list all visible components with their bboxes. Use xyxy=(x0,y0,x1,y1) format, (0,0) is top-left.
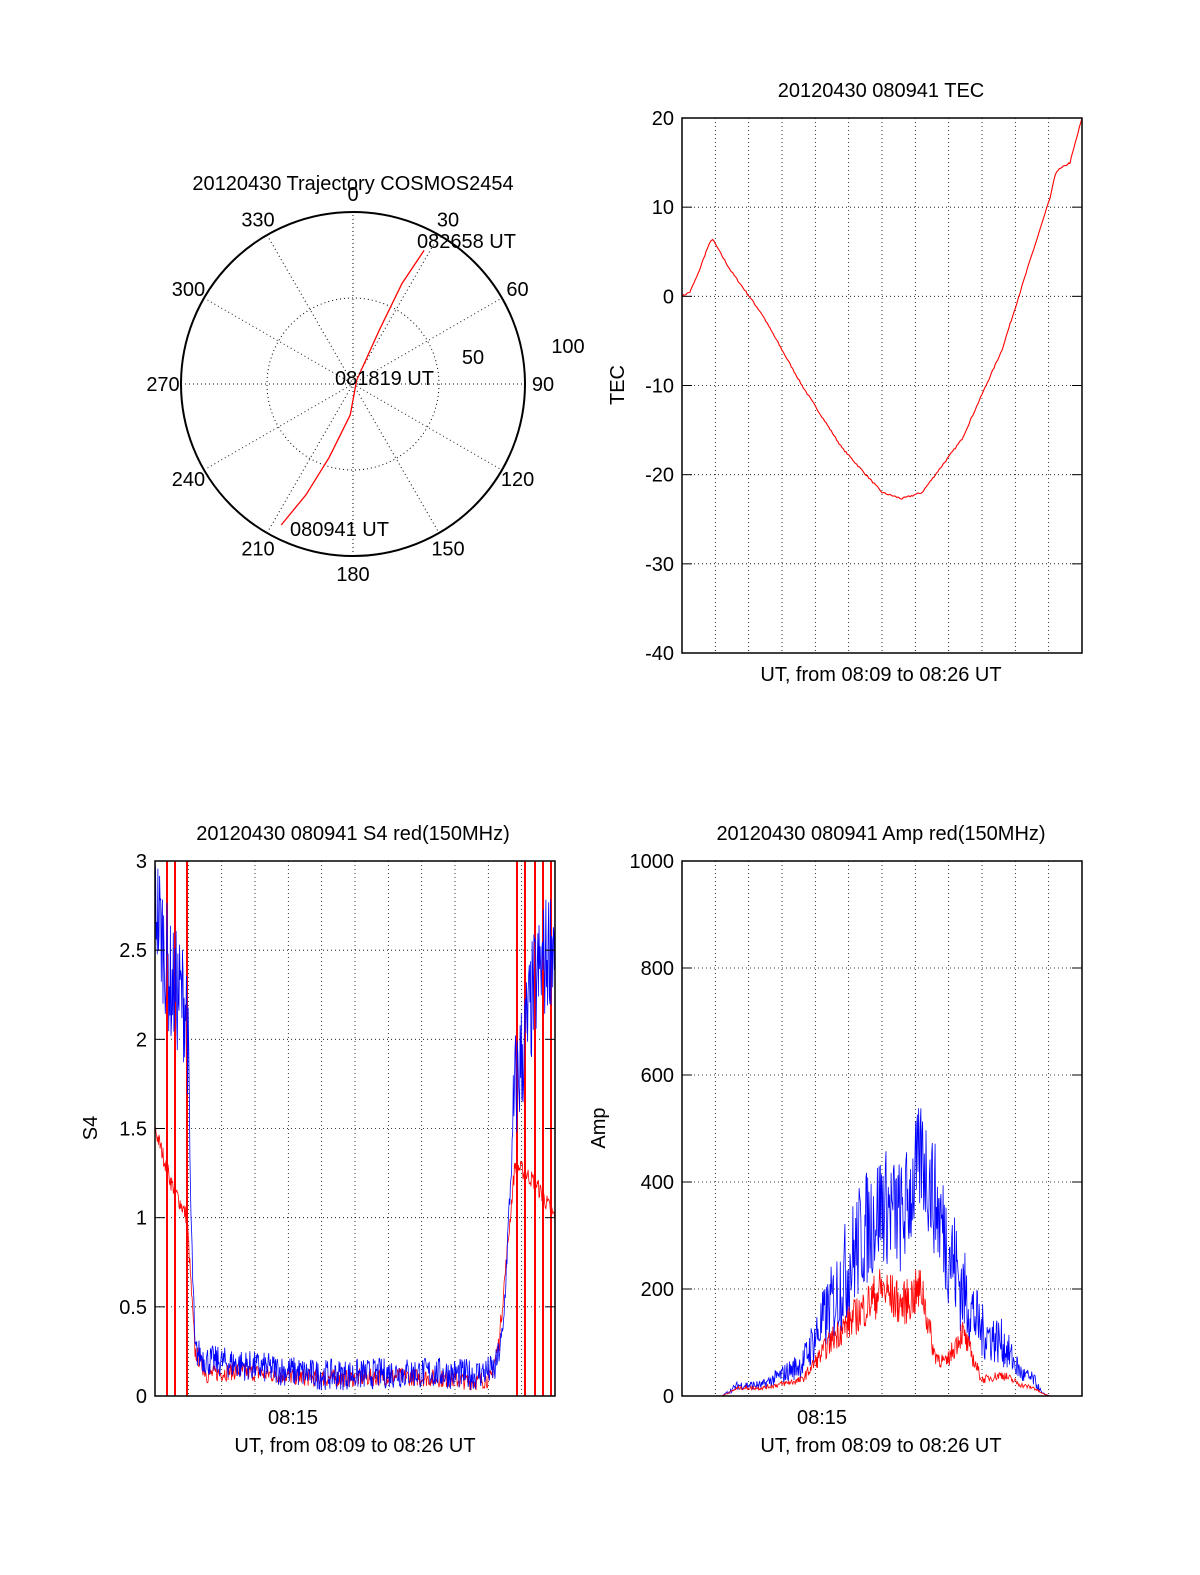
amp-xlabel: UT, from 08:09 to 08:26 UT xyxy=(760,1435,1001,1457)
polar-angle-tick-label: 150 xyxy=(431,539,464,561)
polar-trajectory-panel: 20120430 Trajectory COSMOS2454 0 30 60 90 12… xyxy=(146,173,584,586)
amp-title: 20120430 080941 Amp red(150MHz) xyxy=(716,823,1045,845)
s4-series-line xyxy=(154,860,556,1391)
s4-ytick-label: 1 xyxy=(136,1208,147,1230)
amp-series-line xyxy=(682,1108,1082,1397)
trajectory-closest-time-label: 081819 UT xyxy=(335,368,434,390)
tec-ytick-label: -10 xyxy=(645,376,674,398)
trajectory-start-time-label: 080941 UT xyxy=(290,519,389,541)
polar-angle-tick-label: 240 xyxy=(172,469,205,491)
s4-panel: 20120430 080941 S4 red(150MHz) 3 2.5 2 1.5 1… xyxy=(80,823,556,1457)
s4-xlabel: UT, from 08:09 to 08:26 UT xyxy=(234,1435,475,1457)
s4-xtick-label: 08:15 xyxy=(268,1407,318,1429)
tec-ytick-label: 0 xyxy=(663,286,674,308)
polar-angle-tick-label: 60 xyxy=(506,279,528,301)
amp-series xyxy=(682,1108,1082,1397)
s4-yticks: 3 2.5 2 1.5 1 0.5 0 xyxy=(119,851,555,1408)
polar-angle-tick-label: 300 xyxy=(172,279,205,301)
amp-ytick-label: 1000 xyxy=(630,851,675,873)
polar-series xyxy=(280,250,425,526)
tec-title: 20120430 080941 TEC xyxy=(778,80,984,102)
s4-ytick-label: 2.5 xyxy=(119,940,147,962)
polar-angle-tick-label: 270 xyxy=(146,374,179,396)
tec-ytick-label: -20 xyxy=(645,465,674,487)
tec-xlabel: UT, from 08:09 to 08:26 UT xyxy=(760,664,1001,686)
trajectory-end-time-label: 082658 UT xyxy=(417,231,516,253)
s4-ytick-label: 1.5 xyxy=(119,1119,147,1141)
amp-ytick-label: 600 xyxy=(641,1065,674,1087)
s4-ytick-label: 0.5 xyxy=(119,1297,147,1319)
polar-title: 20120430 Trajectory COSMOS2454 xyxy=(192,173,513,195)
amp-ytick-label: 800 xyxy=(641,958,674,980)
tec-series xyxy=(681,117,1083,500)
s4-ylabel: S4 xyxy=(80,1116,102,1140)
polar-angle-tick-label: 330 xyxy=(241,209,274,231)
tec-series-line xyxy=(681,117,1083,500)
tec-ytick-label: -40 xyxy=(645,643,674,665)
tec-ytick-label: 10 xyxy=(652,197,674,219)
s4-ytick-label: 3 xyxy=(136,851,147,873)
polar-angle-tick-label: 90 xyxy=(532,374,554,396)
polar-angle-tick-label: 180 xyxy=(336,564,369,586)
tec-ylabel: TEC xyxy=(607,365,629,405)
s4-ytick-label: 0 xyxy=(136,1386,147,1408)
tec-panel: 20120430 080941 TEC 20 10 0 -10 -20 -30 -40 UT… xyxy=(607,80,1083,686)
polar-angle-tick-label: 120 xyxy=(501,469,534,491)
amp-panel: 20120430 080941 Amp red(150MHz) 1000 800 6… xyxy=(588,823,1083,1457)
amp-yticks: 1000 800 600 400 200 0 xyxy=(630,851,1082,1408)
tec-ytick-label: 20 xyxy=(652,108,674,130)
polar-angle-tick-label: 210 xyxy=(241,539,274,561)
amp-ylabel: Amp xyxy=(588,1107,610,1148)
trajectory-line xyxy=(280,250,425,526)
tec-yticks: 20 10 0 -10 -20 -30 -40 xyxy=(645,108,1082,665)
polar-angle-tick-label: 30 xyxy=(437,209,459,231)
polar-angle-tick-label: 0 xyxy=(347,184,358,206)
s4-title: 20120430 080941 S4 red(150MHz) xyxy=(196,823,510,845)
tec-ytick-label: -30 xyxy=(645,554,674,576)
amp-xtick-label: 08:15 xyxy=(797,1407,847,1429)
polar-spoke xyxy=(266,234,440,534)
polar-grid: 0 30 60 90 120 150 180 210 240 270 300 330 50 100 xyxy=(146,184,584,586)
amp-frame xyxy=(681,860,1083,1397)
amp-ytick-label: 0 xyxy=(663,1386,674,1408)
s4-ytick-label: 2 xyxy=(136,1029,147,1051)
polar-radial-tick-label: 100 xyxy=(551,336,584,358)
polar-radial-tick-label: 50 xyxy=(462,347,484,369)
amp-series-line xyxy=(682,1268,1082,1397)
s4-series xyxy=(154,860,556,1396)
amp-ytick-label: 400 xyxy=(641,1172,674,1194)
amp-ytick-label: 200 xyxy=(641,1279,674,1301)
polar-inner-circle xyxy=(266,297,440,471)
